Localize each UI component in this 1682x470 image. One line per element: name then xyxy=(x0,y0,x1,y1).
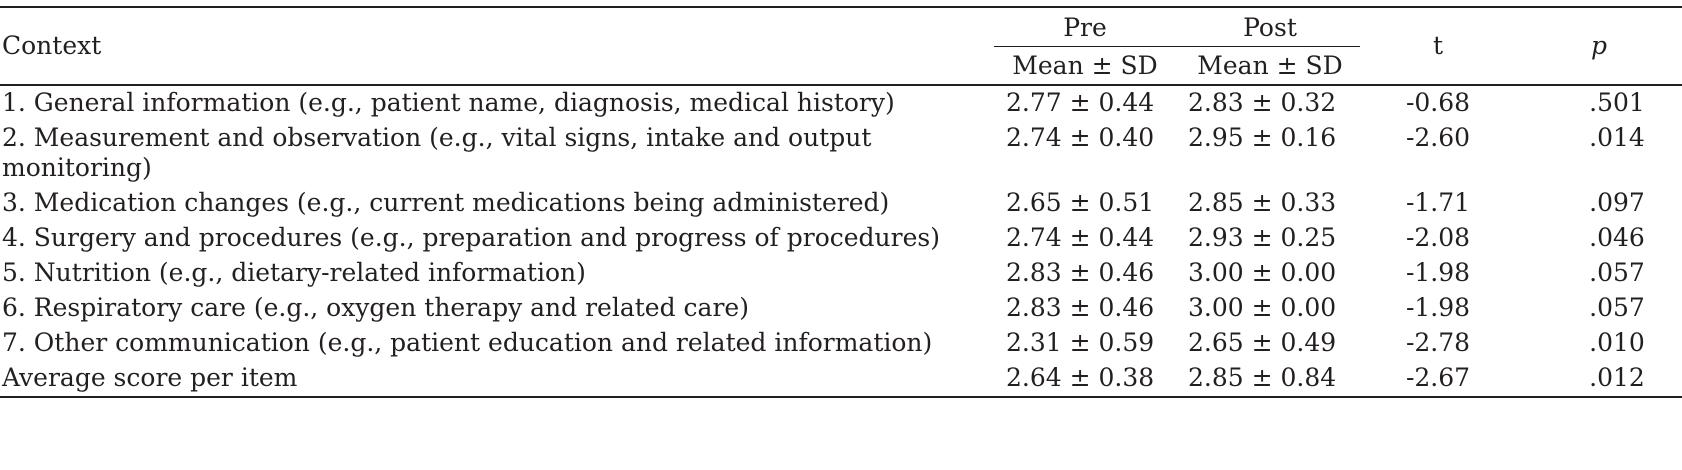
column-group-post: Post xyxy=(1180,6,1360,47)
post-cell: 2.65 ± 0.49 xyxy=(1188,328,1337,357)
table-body: 1. General information (e.g., patient na… xyxy=(0,85,1682,398)
group-underline-post xyxy=(1180,46,1360,47)
column-subheader-pre: Mean ± SD xyxy=(990,47,1180,86)
column-subheader-post: Mean ± SD xyxy=(1180,47,1360,86)
header-row-groups: Context Pre Post t p xyxy=(0,6,1682,86)
p-cell: .501 xyxy=(1589,88,1645,117)
pre-cell: 2.74 ± 0.40 xyxy=(1006,123,1155,152)
pre-cell: 2.83 ± 0.46 xyxy=(1006,258,1155,287)
table-row: 5. Nutrition (e.g., dietary-related info… xyxy=(0,256,1682,291)
column-header-t: t xyxy=(1360,6,1510,86)
t-cell: -2.60 xyxy=(1405,123,1471,152)
t-cell: -1.98 xyxy=(1405,293,1471,322)
table-row-average: Average score per item 2.64 ± 0.38 2.85 … xyxy=(0,361,1682,398)
table-row: 1. General information (e.g., patient na… xyxy=(0,85,1682,121)
table-row: 3. Medication changes (e.g., current med… xyxy=(0,186,1682,221)
post-cell: 2.83 ± 0.32 xyxy=(1188,88,1337,117)
t-cell: -1.98 xyxy=(1405,258,1471,287)
context-cell: Average score per item xyxy=(0,361,990,398)
column-header-context: Context xyxy=(0,6,990,86)
t-cell: -2.08 xyxy=(1405,223,1471,252)
t-cell: -2.78 xyxy=(1405,328,1471,357)
p-cell: .046 xyxy=(1589,223,1645,252)
post-cell: 2.95 ± 0.16 xyxy=(1188,123,1337,152)
table-row: 6. Respiratory care (e.g., oxygen therap… xyxy=(0,291,1682,326)
header-row-subheaders: Mean ± SD Mean ± SD xyxy=(0,47,1682,86)
p-cell: .057 xyxy=(1589,293,1645,322)
results-table: Context Pre Post t p Mean ± SD Mean ± SD… xyxy=(0,6,1682,398)
post-cell: 2.93 ± 0.25 xyxy=(1188,223,1337,252)
p-cell: .097 xyxy=(1589,188,1645,217)
post-cell: 2.85 ± 0.33 xyxy=(1188,188,1337,217)
table-row: 2. Measurement and observation (e.g., vi… xyxy=(0,121,1682,186)
pre-cell: 2.64 ± 0.38 xyxy=(990,361,1180,398)
t-cell: -1.71 xyxy=(1405,188,1471,217)
pre-cell: 2.77 ± 0.44 xyxy=(1006,88,1155,117)
post-cell: 2.85 ± 0.84 xyxy=(1180,361,1360,398)
context-cell: 3. Medication changes (e.g., current med… xyxy=(2,188,890,217)
context-cell: 7. Other communication (e.g., patient ed… xyxy=(2,328,933,357)
p-cell: .057 xyxy=(1589,258,1645,287)
pre-cell: 2.65 ± 0.51 xyxy=(1006,188,1155,217)
table-row: 4. Surgery and procedures (e.g., prepara… xyxy=(0,221,1682,256)
column-group-post-label: Post xyxy=(1243,12,1297,42)
context-cell: 1. General information (e.g., patient na… xyxy=(2,88,895,117)
pre-cell: 2.74 ± 0.44 xyxy=(1006,223,1155,252)
t-cell: -2.67 xyxy=(1360,361,1510,398)
context-cell: 4. Surgery and procedures (e.g., prepara… xyxy=(2,223,940,252)
context-cell: 6. Respiratory care (e.g., oxygen therap… xyxy=(2,293,749,322)
post-cell: 3.00 ± 0.00 xyxy=(1188,293,1337,322)
p-cell: .010 xyxy=(1589,328,1645,357)
context-cell: 2. Measurement and observation (e.g., vi… xyxy=(2,123,872,182)
group-underline-pre xyxy=(994,46,1180,47)
p-cell: .012 xyxy=(1510,361,1682,398)
pre-cell: 2.83 ± 0.46 xyxy=(1006,293,1155,322)
column-header-p: p xyxy=(1510,6,1682,86)
context-cell: 5. Nutrition (e.g., dietary-related info… xyxy=(2,258,586,287)
table-header: Context Pre Post t p Mean ± SD Mean ± SD xyxy=(0,6,1682,86)
pre-cell: 2.31 ± 0.59 xyxy=(1006,328,1155,357)
column-group-pre: Pre xyxy=(990,6,1180,47)
column-group-pre-label: Pre xyxy=(1063,12,1107,42)
p-cell: .014 xyxy=(1589,123,1645,152)
t-cell: -0.68 xyxy=(1405,88,1471,117)
table-row: 7. Other communication (e.g., patient ed… xyxy=(0,326,1682,361)
post-cell: 3.00 ± 0.00 xyxy=(1188,258,1337,287)
